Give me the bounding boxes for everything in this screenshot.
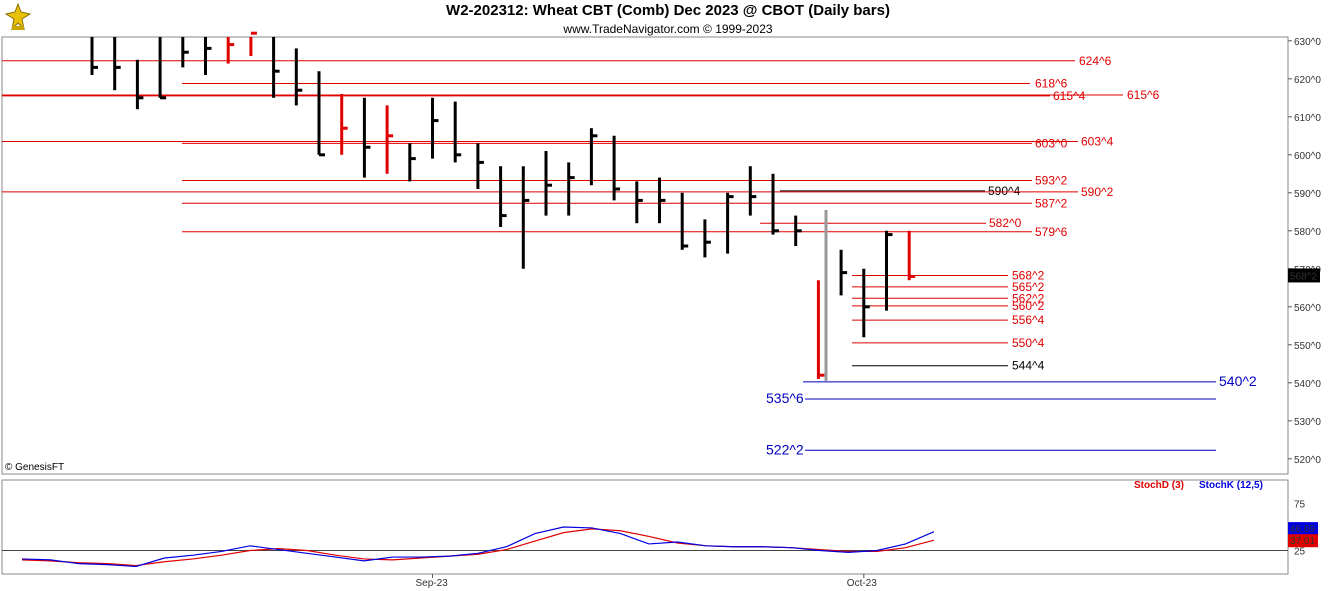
level-label: 590^2 [1081, 185, 1114, 199]
y-tick-label: 560^0 [1294, 303, 1321, 314]
data-credit: © GenesisFT [5, 462, 65, 473]
last-price-box [1288, 268, 1320, 283]
stochD-value-box [1288, 534, 1318, 548]
level-label: 618^6 [1035, 77, 1068, 91]
legend-stochK: StochK (12,5) [1199, 480, 1263, 491]
y-tick-label: 620^0 [1294, 75, 1321, 86]
legend-stochD: StochD (3) [1134, 480, 1184, 491]
y-tick-label: 590^0 [1294, 189, 1321, 200]
y-tick-label: 600^0 [1294, 151, 1321, 162]
level-label: 624^6 [1079, 54, 1112, 68]
level-label: 550^4 [1012, 336, 1045, 350]
stoch-series-line [21, 526, 935, 568]
level-label: 582^0 [989, 216, 1022, 230]
level-label: 544^4 [1012, 359, 1045, 373]
y-tick-label: 610^0 [1294, 113, 1321, 124]
level-label: 603^0 [1035, 136, 1068, 150]
level-label: 560^2 [1012, 299, 1045, 313]
stochD-value: 37.01 [1290, 536, 1315, 547]
y-tick-label: 520^0 [1294, 455, 1321, 466]
y-tick-label: 530^0 [1294, 417, 1321, 428]
x-tick-label: Sep-23 [416, 578, 449, 589]
level-label: 540^2 [1219, 373, 1257, 389]
level-label: 593^2 [1035, 173, 1068, 187]
stoch-y-tick-label: 25 [1294, 547, 1306, 558]
chart-title: W2-202312: Wheat CBT (Comb) Dec 2023 @ C… [446, 2, 890, 19]
chart-subtitle: www.TradeNavigator.com © 1999-2023 [563, 22, 773, 36]
level-label: 556^4 [1012, 313, 1045, 327]
stochastic-panel-frame [1, 479, 1289, 575]
y-axis: 630^0620^0610^0600^0590^0580^0570^0560^0… [416, 37, 1322, 589]
price-bars [90, 31, 916, 381]
stoch-y-tick-label: 75 [1294, 500, 1306, 511]
level-label: 590^4 [988, 184, 1021, 198]
price-panel-frame [1, 36, 1289, 475]
level-label: 522^2 [766, 441, 804, 457]
chart-frame [1, 36, 1289, 575]
trade-navigator-logo-icon [4, 2, 32, 31]
y-tick-label: 550^0 [1294, 341, 1321, 352]
level-label: 587^2 [1035, 196, 1068, 210]
y-tick-label: 580^0 [1294, 227, 1321, 238]
y-tick-label: 540^0 [1294, 379, 1321, 390]
stochK-value: 46.69 [1290, 524, 1315, 535]
stochK-value-box [1288, 522, 1318, 536]
level-label: 579^6 [1035, 225, 1068, 239]
x-tick-label: Oct-23 [847, 578, 877, 589]
level-label: 615^6 [1127, 88, 1160, 102]
level-label: 615^4 [1053, 89, 1086, 103]
level-label: 535^6 [766, 390, 804, 406]
level-label: 568^2 [1012, 268, 1045, 282]
y-tick-label: 630^0 [1294, 37, 1321, 48]
last-price-label: 568^2 [1290, 271, 1317, 282]
level-label: 603^4 [1081, 135, 1114, 149]
level-label: 565^2 [1012, 280, 1045, 294]
level-label: 562^2 [1012, 291, 1045, 305]
